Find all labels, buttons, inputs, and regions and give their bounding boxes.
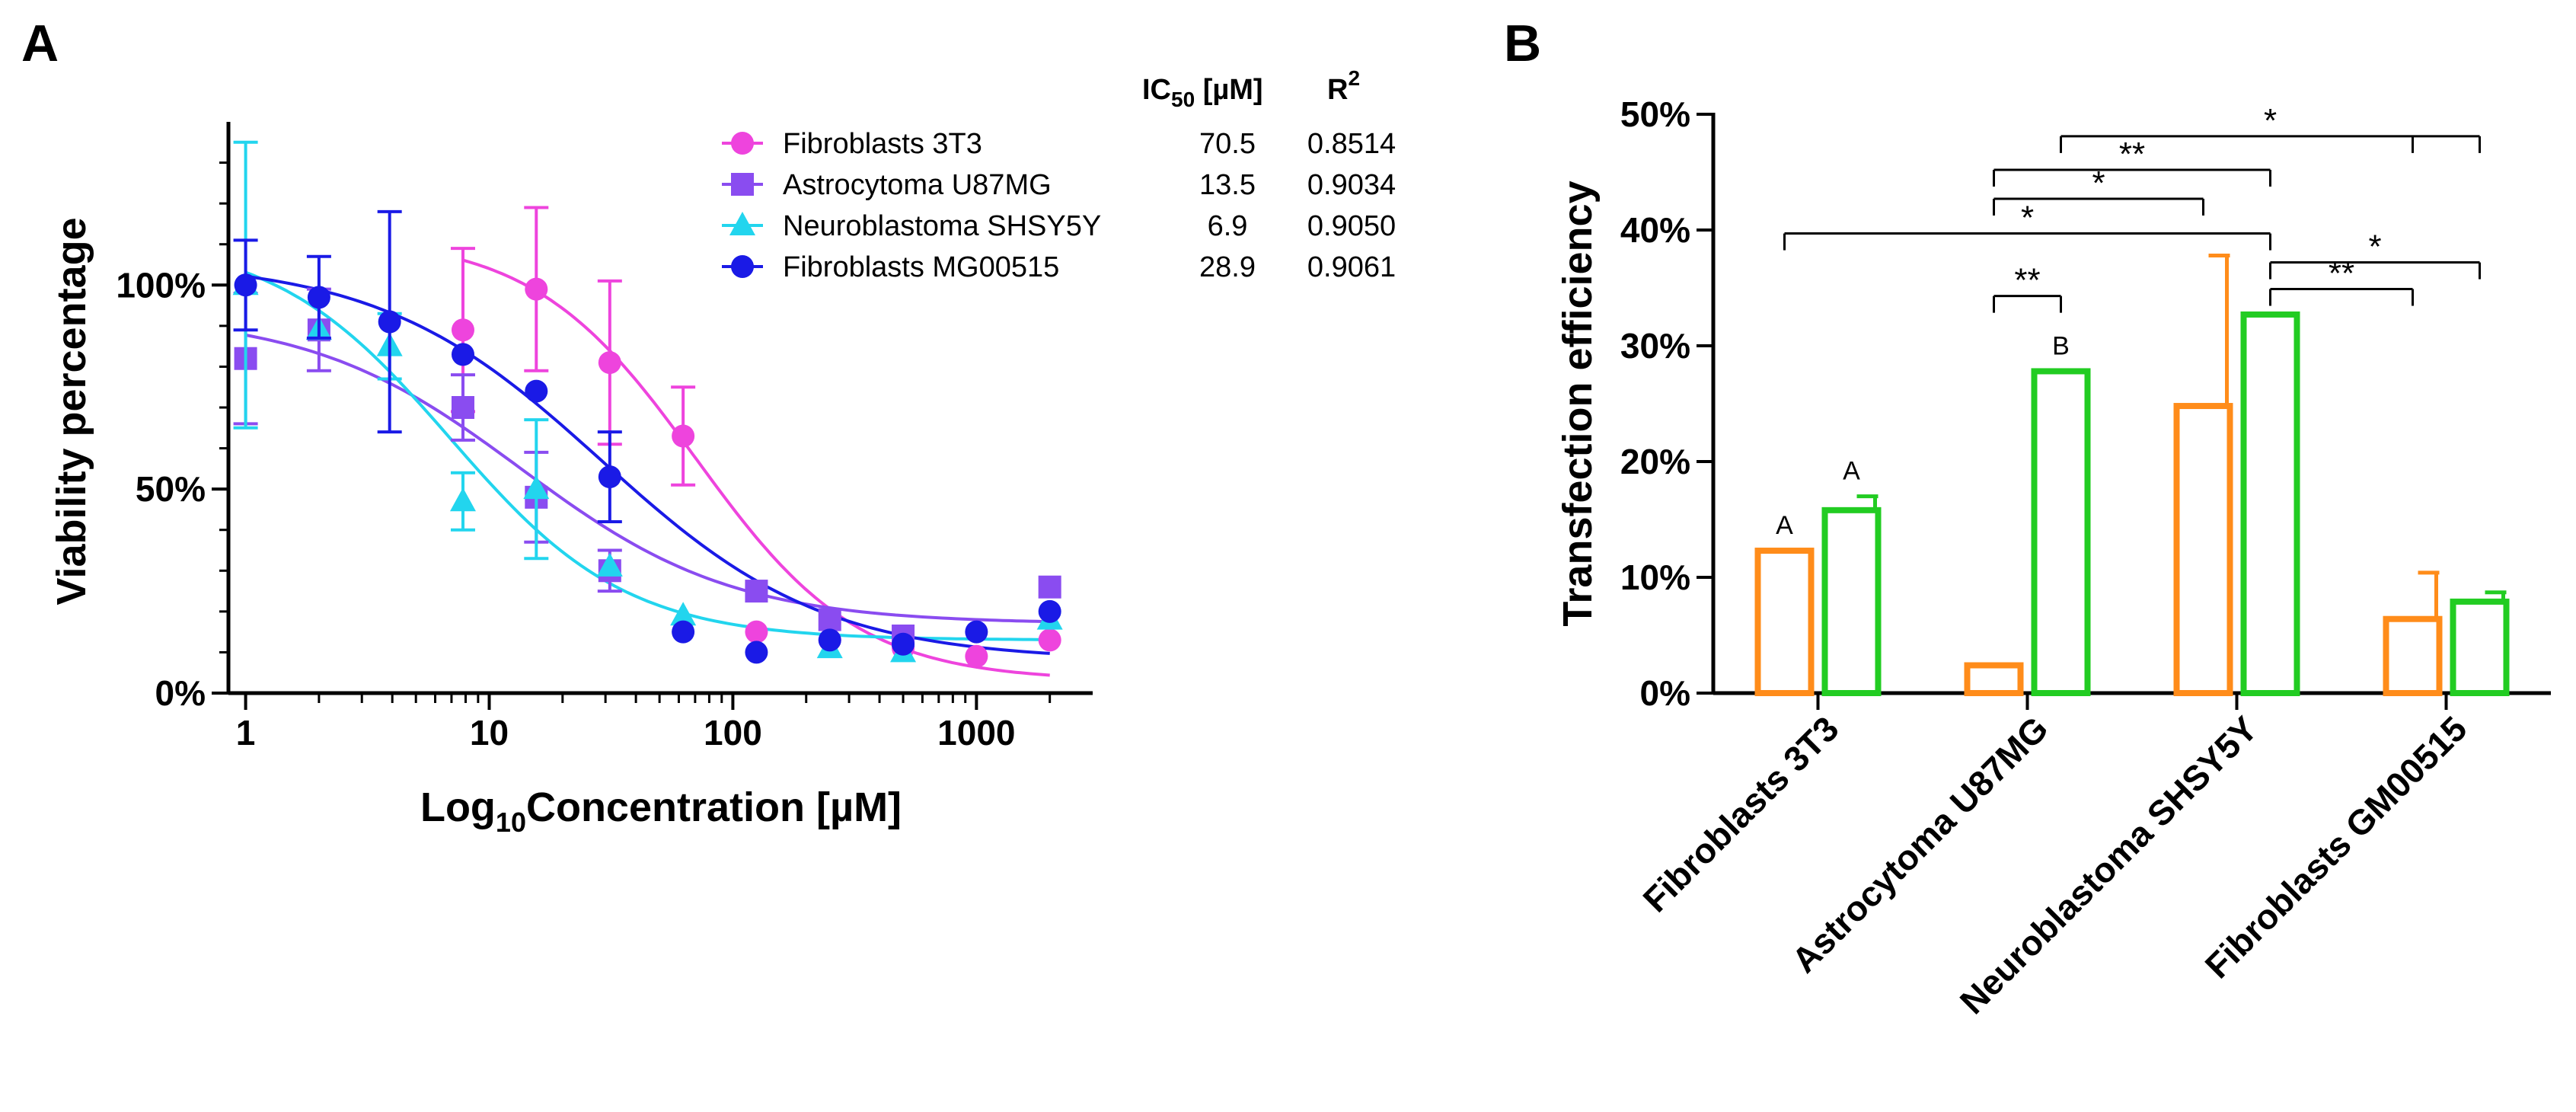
data-point — [672, 620, 695, 644]
x-tick-label: 10 — [470, 713, 509, 753]
legend-label: Astrocytoma U87MG — [783, 169, 1052, 201]
chart-a-legend: IC50 [µM] R2 Fibroblasts 3T3 70.5 0.8514 As… — [722, 66, 1396, 283]
significance-label: * — [2092, 165, 2105, 202]
significance-label: ** — [2014, 262, 2040, 299]
x-tick-label: 1 — [236, 713, 256, 753]
bar — [2240, 311, 2300, 696]
legend-label: Fibroblasts MG00515 — [783, 251, 1059, 283]
y-tick-label: 20% — [1620, 442, 1690, 481]
panel-b-label: B — [1504, 14, 1541, 72]
data-point — [451, 318, 474, 342]
y-tick-label: 100% — [116, 265, 206, 305]
ic50-value: 6.9 — [1208, 210, 1248, 242]
chart-a-y-axis-title: Viability percentage — [49, 217, 94, 605]
data-point — [818, 608, 841, 631]
legend-label: Neuroblastoma SHSY5Y — [783, 210, 1101, 242]
chart-a-axes: 1 10 100 1000 0% 50% 100% — [116, 122, 1093, 753]
data-point — [892, 632, 915, 656]
chart-b-bars: A A B — [1754, 253, 2510, 697]
y-tick-label: 30% — [1620, 326, 1690, 366]
bar — [1964, 662, 2024, 697]
x-tick-label: 100 — [704, 713, 762, 753]
r2-value: 0.8514 — [1307, 128, 1396, 160]
chart-a-data-points — [232, 140, 1063, 668]
r2-value: 0.9034 — [1307, 169, 1396, 201]
fit-curve-0 — [462, 258, 1050, 677]
y-tick-label: 50% — [1620, 94, 1690, 134]
legend-marker — [731, 132, 754, 155]
data-point — [745, 580, 768, 603]
dose-response-chart: 1 10 100 1000 0% 50% 100% Viability percentage… — [49, 66, 1396, 838]
fit-curve-3 — [245, 274, 1050, 655]
data-point — [378, 310, 401, 334]
significance-label: * — [2368, 228, 2381, 266]
data-point — [451, 396, 474, 419]
data-point — [965, 620, 988, 644]
chart-a-x-axis-title: Log10Concentration [µM] — [420, 784, 902, 838]
data-point — [525, 379, 548, 403]
group-letter: B — [2052, 331, 2070, 360]
legend-marker — [731, 255, 754, 278]
y-tick-label: 40% — [1620, 210, 1690, 250]
y-tick-label: 0% — [1640, 673, 1690, 713]
bar — [1821, 506, 1882, 697]
significance-label: * — [2264, 102, 2277, 139]
bar — [1754, 548, 1815, 696]
data-point — [1038, 575, 1061, 599]
legend-marker — [731, 173, 754, 196]
panel-a-label: A — [21, 14, 59, 72]
group-letter: A — [1843, 457, 1860, 486]
fit-curve-2 — [244, 270, 1050, 641]
bar — [2031, 368, 2091, 696]
data-point — [672, 424, 695, 448]
x-axis-title-rest: Concentration [µM] — [526, 784, 902, 830]
category-label: Fibroblasts 3T3 — [1635, 708, 1846, 919]
legend-marker — [729, 212, 755, 235]
data-point — [525, 277, 548, 301]
x-axis-title-log: Log — [420, 784, 496, 830]
r2-value: 0.9061 — [1307, 251, 1396, 283]
legend-label: Fibroblasts 3T3 — [783, 128, 982, 160]
r2-value: 0.9050 — [1307, 210, 1396, 242]
significance-label: * — [2021, 200, 2034, 237]
significance-label: ** — [2119, 136, 2145, 173]
r2-column-header: R2 — [1327, 66, 1360, 106]
chart-a-fit-curves — [244, 258, 1050, 677]
x-axis-title-subscript: 10 — [496, 807, 526, 838]
fit-curve-1 — [245, 333, 1050, 624]
ic50-value: 70.5 — [1199, 128, 1256, 160]
data-point — [965, 644, 988, 668]
chart-b-y-axis-title: Transfection efficiency — [1555, 181, 1601, 626]
data-point — [596, 552, 623, 577]
data-point — [745, 620, 768, 644]
bar — [2173, 403, 2233, 696]
data-point — [449, 487, 476, 512]
ic50-value: 28.9 — [1199, 251, 1256, 283]
y-tick-label: 50% — [136, 469, 206, 509]
chart-b-significance-brackets: ********** — [1783, 102, 2481, 313]
bar — [2450, 598, 2510, 696]
data-point — [745, 641, 768, 664]
transfection-bar-chart: 0%10%20%30%40%50%Fibroblasts 3T3Astrocyt… — [1555, 94, 2551, 1021]
data-point — [818, 628, 841, 652]
data-point — [307, 286, 330, 309]
x-tick-label: 1000 — [937, 713, 1015, 753]
data-point — [1038, 628, 1061, 652]
bar — [2383, 615, 2443, 696]
significance-label: ** — [2329, 255, 2354, 292]
data-point — [598, 465, 621, 489]
y-tick-label: 0% — [155, 673, 206, 713]
data-point — [1038, 599, 1061, 623]
data-point — [670, 602, 697, 626]
group-letter: A — [1776, 511, 1793, 540]
y-tick-label: 10% — [1620, 558, 1690, 597]
ic50-value: 13.5 — [1199, 169, 1256, 201]
data-point — [523, 475, 550, 500]
data-point — [234, 273, 257, 297]
data-point — [451, 343, 474, 366]
data-point — [598, 351, 621, 375]
ic50-column-header: IC50 [µM] — [1142, 74, 1263, 111]
